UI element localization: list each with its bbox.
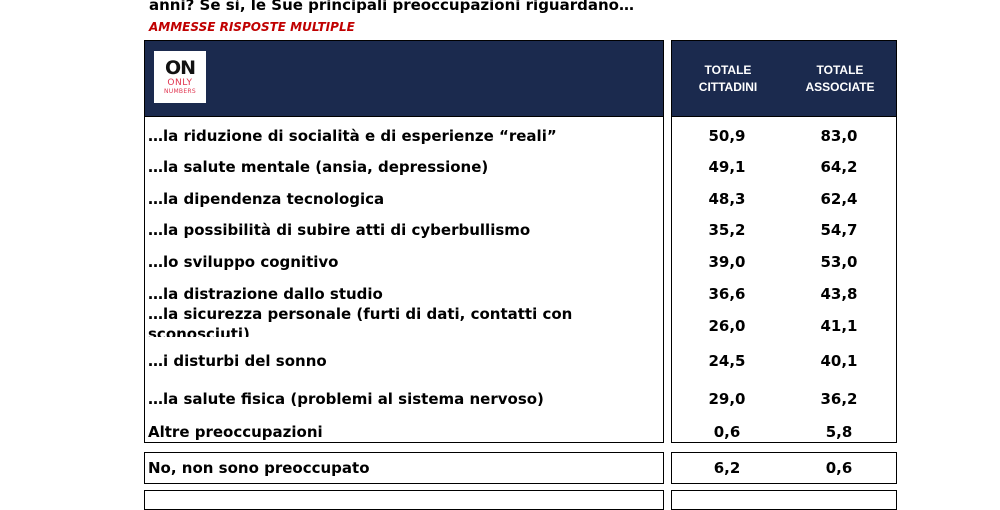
row-label: …la salute mentale (ansia, depressione) — [148, 158, 489, 176]
value-cittadini: 35,2 — [708, 221, 746, 239]
table-header-label-cell: ON ONLY NUMBERS — [144, 40, 664, 117]
no-answer-value-cittadini: 6,2 — [713, 459, 741, 477]
logo-text-numbers: NUMBERS — [163, 88, 197, 95]
row-label: …la possibilità di subire atti di cyberb… — [148, 221, 531, 239]
answers-label-box — [144, 117, 664, 443]
answers-values-box — [671, 117, 897, 443]
column-header-line: CITTADINI — [698, 79, 758, 94]
no-answer-label: No, non sono preoccupato — [148, 459, 370, 477]
row-label: …la distrazione dallo studio — [148, 285, 383, 303]
no-answer-values-box — [671, 452, 897, 484]
value-cittadini: 24,5 — [708, 352, 746, 370]
row-label: …la riduzione di socialità e di esperien… — [148, 127, 557, 145]
value-cittadini: 29,0 — [708, 390, 746, 408]
row-label: …i disturbi del sonno — [148, 352, 327, 370]
value-associate: 62,4 — [820, 190, 858, 208]
multiple-answers-note: AMMESSE RISPOSTE MULTIPLE — [149, 20, 355, 34]
next-row-label-box — [144, 490, 664, 510]
only-numbers-logo: ON ONLY NUMBERS — [154, 51, 206, 103]
value-cittadini: 36,6 — [708, 285, 746, 303]
row-label: …la salute fisica (problemi al sistema n… — [148, 390, 544, 408]
logo-text-only: ONLY — [167, 78, 193, 88]
question-text: anni? Se sì, le Sue principali preoccupa… — [149, 0, 634, 14]
column-header-line: TOTALE — [816, 62, 864, 77]
value-associate: 54,7 — [820, 221, 858, 239]
value-associate: 40,1 — [820, 352, 858, 370]
value-associate: 5,8 — [825, 423, 853, 441]
logo-mark: ON — [164, 57, 196, 79]
row-label: …lo sviluppo cognitivo — [148, 253, 339, 271]
column-header-line: ASSOCIATE — [805, 79, 875, 94]
table-header-values-cell: TOTALE CITTADINI TOTALE ASSOCIATE — [671, 40, 897, 117]
value-cittadini: 50,9 — [708, 127, 746, 145]
value-associate: 41,1 — [820, 317, 858, 335]
value-cittadini: 49,1 — [708, 158, 746, 176]
column-header-line: TOTALE — [704, 62, 752, 77]
value-cittadini: 39,0 — [708, 253, 746, 271]
value-cittadini: 0,6 — [713, 423, 741, 441]
column-header-associate: TOTALE ASSOCIATE — [784, 41, 896, 116]
value-associate: 53,0 — [820, 253, 858, 271]
row-label: …la dipendenza tecnologica — [148, 190, 385, 208]
value-associate: 64,2 — [820, 158, 858, 176]
value-cittadini: 26,0 — [708, 317, 746, 335]
no-answer-value-associate: 0,6 — [825, 459, 853, 477]
next-row-values-box — [671, 490, 897, 510]
value-associate: 36,2 — [820, 390, 858, 408]
row-label: …la sicurezza personale (furti di dati, … — [148, 305, 573, 337]
value-associate: 83,0 — [820, 127, 858, 145]
value-associate: 43,8 — [820, 285, 858, 303]
value-cittadini: 48,3 — [708, 190, 746, 208]
column-header-cittadini: TOTALE CITTADINI — [672, 41, 784, 116]
no-answer-label-box — [144, 452, 664, 484]
row-label: Altre preoccupazioni — [148, 423, 323, 441]
